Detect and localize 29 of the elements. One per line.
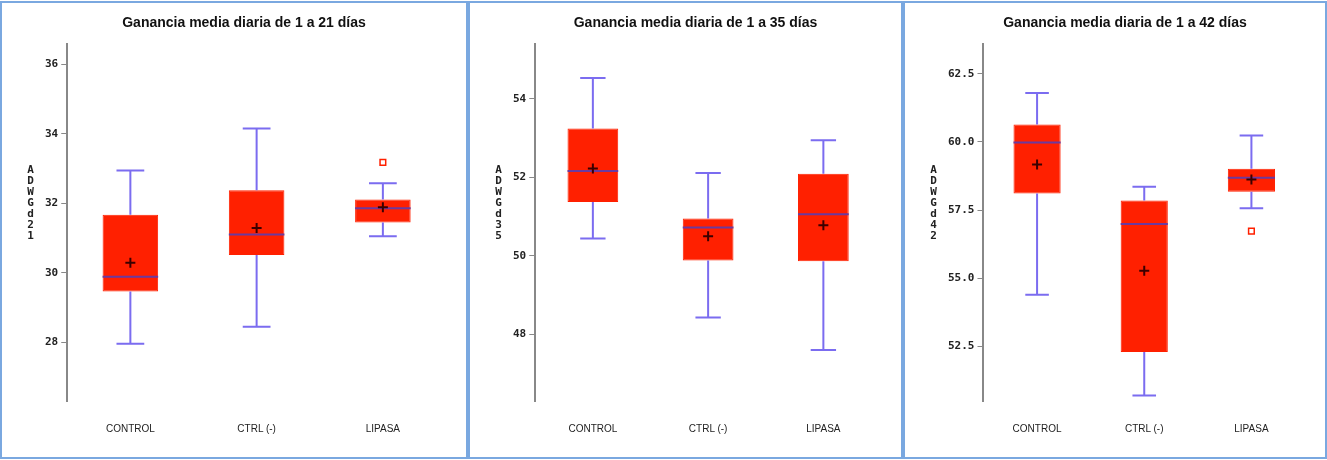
y-tick-label: 60.0 [947,134,975,148]
y-tick-label: 48 [513,327,527,341]
x-tick-label: CTRL (-) [688,422,728,434]
x-tick-label: CONTROL [105,422,156,434]
y-tick-label: 32 [45,196,59,210]
x-tick-label: CONTROL [1012,422,1062,434]
y-tick-label: 54 [513,91,527,105]
y-tick-label: 62.5 [947,66,975,80]
y-tick-label: 34 [45,126,59,140]
x-tick-label: CTRL (-) [237,422,276,434]
y-tick-label: 30 [45,265,59,279]
chart-title: Ganancia media diaria de 1 a 42 días [1003,14,1247,31]
y-tick-label: 52.5 [947,339,975,353]
y-axis-title: ADWGd21 [24,163,37,240]
y-tick-label: 52 [513,170,527,184]
x-tick-label: LIPASA [365,422,401,434]
chart-title: Ganancia media diaria de 1 a 35 días [573,14,818,31]
y-tick-label: 28 [45,334,59,348]
y-tick-label: 36 [45,57,59,71]
chart-title: Ganancia media diaria de 1 a 21 días [122,14,366,31]
y-axis-title: ADWGd42 [927,163,940,240]
x-tick-label: LIPASA [1234,422,1269,434]
y-tick-label: 55.0 [947,271,975,285]
y-tick-label: 57.5 [947,202,975,216]
y-tick-label: 50 [513,248,527,262]
y-axis-title: ADWGd35 [492,163,505,240]
x-tick-label: CONTROL [568,422,618,434]
x-tick-label: LIPASA [806,422,841,434]
x-tick-label: CTRL (-) [1124,422,1164,434]
